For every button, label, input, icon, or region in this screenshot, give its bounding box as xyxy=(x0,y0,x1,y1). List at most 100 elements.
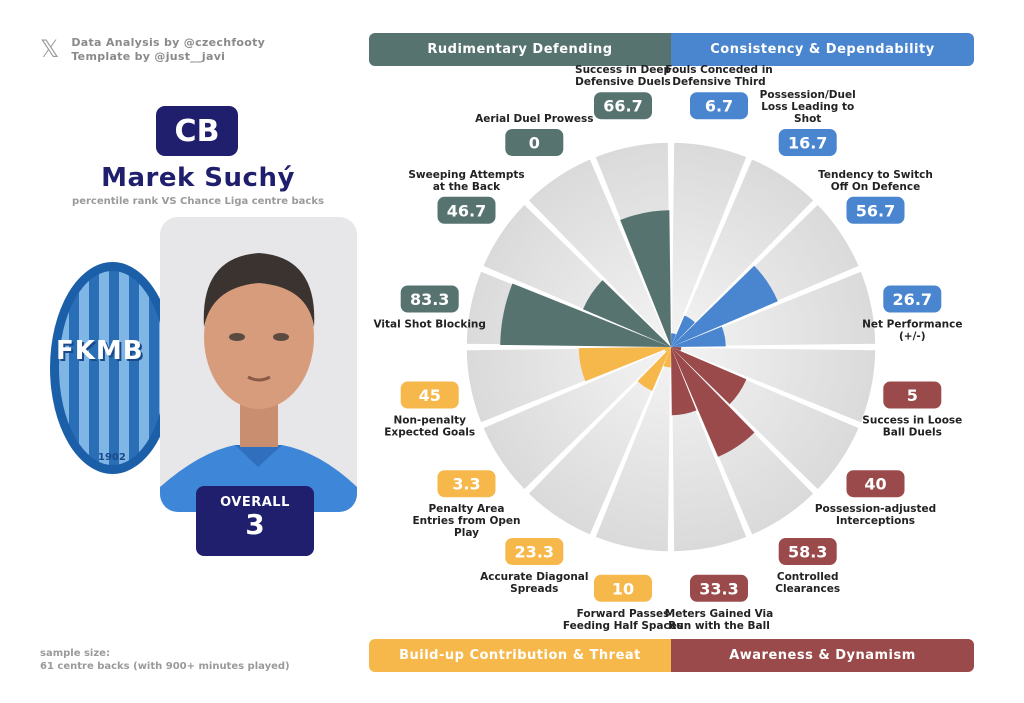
radar-bar xyxy=(500,283,671,347)
value-label: 3.3 xyxy=(452,475,480,494)
value-badge: 5 xyxy=(883,381,942,409)
credit-template: Template by @just__javi xyxy=(71,50,226,63)
value-badge-bg xyxy=(505,538,564,565)
value-label: 46.7 xyxy=(447,201,486,220)
radar-bar xyxy=(578,347,671,382)
metric-label-line: Entries from Open xyxy=(412,515,520,527)
radar-bar xyxy=(583,280,671,347)
value-badge: 40 xyxy=(846,470,905,498)
metric-label-line: Shot xyxy=(794,113,821,125)
value-badge-bg xyxy=(400,381,459,409)
metric-label-line: Expected Goals xyxy=(384,427,475,439)
radar-bar xyxy=(671,347,697,416)
metric-label-line: (+/-) xyxy=(899,331,926,343)
value-badge: 10 xyxy=(594,574,652,602)
radar-bg-segment xyxy=(526,346,672,537)
radar-bar xyxy=(671,347,755,457)
value-badge-bg xyxy=(883,381,942,409)
radar-bar xyxy=(671,265,778,347)
metric-label: Meters Gained Via Run with the Ball xyxy=(665,608,774,632)
club-logo-year: 1902 xyxy=(98,452,126,463)
metric-label-line: Tendency to Switch xyxy=(818,169,933,181)
sample-size-label: sample size: xyxy=(40,648,110,659)
metric-label: Success in Deep Defensive Duels xyxy=(575,64,671,88)
category-consistency-dependability: Consistency & Dependability xyxy=(671,33,974,66)
value-label: 40 xyxy=(864,475,886,494)
metric-label-line: Sweeping Attempts xyxy=(408,169,524,181)
metric-label-line: Defensive Third xyxy=(672,76,765,88)
value-badge: 58.3 xyxy=(778,538,837,565)
club-logo-text: FKMB xyxy=(56,336,144,366)
overall-label: OVERALL xyxy=(220,495,290,510)
credit-analysis: Data Analysis by @czechfooty xyxy=(71,36,266,49)
value-badge: 46.7 xyxy=(437,196,496,224)
value-label: 45 xyxy=(419,386,441,405)
metric-label-line: Clearances xyxy=(775,583,840,595)
metric-label-line: Feeding Half Spaces xyxy=(563,620,683,632)
category-awareness-dynamism: Awareness & Dynamism xyxy=(671,639,974,672)
value-label: 56.7 xyxy=(856,201,895,220)
value-label: 26.7 xyxy=(893,290,932,309)
x-logo-icon: 𝕏 xyxy=(40,35,60,63)
value-badge-bg xyxy=(778,129,837,156)
metric-label: Vital Shot Blocking xyxy=(373,319,485,331)
radar-bg-segment xyxy=(481,346,672,492)
metric-label-line: Possession/Duel xyxy=(760,89,856,101)
metric-label-line: Meters Gained Via xyxy=(665,608,774,620)
metric-label: Net Performance (+/-) xyxy=(862,319,962,343)
sample-size-detail: 61 centre backs (with 900+ minutes playe… xyxy=(40,661,290,672)
metric-label: Controlled Clearances xyxy=(775,571,840,595)
radar-bar xyxy=(671,347,747,405)
sample-size: sample size: 61 centre backs (with 900+ … xyxy=(40,647,290,673)
value-label: 6.7 xyxy=(705,97,733,116)
metric-label: Possession/Duel Loss Leading to Shot xyxy=(760,89,856,125)
radar-bar xyxy=(620,210,671,347)
value-label: 33.3 xyxy=(699,579,738,598)
radar-bg-segment xyxy=(670,346,877,425)
value-badge: 23.3 xyxy=(505,538,564,565)
value-badge: 26.7 xyxy=(883,285,942,313)
credits: 𝕏 Data Analysis by @czechfooty Template … xyxy=(40,36,265,64)
value-badge-bg xyxy=(846,470,905,498)
value-badge: 45 xyxy=(400,381,459,409)
radar-bar xyxy=(663,347,671,368)
radar-bg-segment xyxy=(593,346,672,553)
metric-label: Possession-adjusted Interceptions xyxy=(815,503,936,527)
metric-label-line: Defensive Duels xyxy=(575,76,671,88)
value-badge: 83.3 xyxy=(400,285,459,313)
value-badge-bg xyxy=(594,92,652,120)
value-badge-bg xyxy=(505,129,564,156)
overall-value: 3 xyxy=(245,508,265,541)
value-badge-bg xyxy=(690,92,748,120)
value-badge: 16.7 xyxy=(778,129,837,156)
metric-label: Accurate Diagonal Spreads xyxy=(480,571,588,595)
metric-label: Forward Passes Feeding Half Spaces xyxy=(563,608,683,632)
value-badge-bg xyxy=(594,574,652,602)
value-label: 5 xyxy=(907,386,918,405)
position-badge: CB xyxy=(156,106,238,156)
club-logo-stripes xyxy=(59,271,166,465)
metric-label-line: Controlled xyxy=(777,571,839,583)
value-badge: 66.7 xyxy=(594,92,652,120)
value-label: 58.3 xyxy=(788,543,827,562)
category-rudimentary-defending: Rudimentary Defending xyxy=(369,33,671,66)
metric-label-line: Penalty Area xyxy=(428,503,504,515)
radar-bar xyxy=(671,326,726,347)
metric-label-line: Play xyxy=(454,527,479,539)
metric-label-line: Non-penalty xyxy=(393,415,466,427)
metric-label: Success in Loose Ball Duels xyxy=(862,415,962,439)
metric-label-line: Net Performance xyxy=(862,319,962,331)
player-photo xyxy=(160,217,357,512)
value-label: 23.3 xyxy=(515,543,554,562)
radar-bar xyxy=(637,347,671,391)
metric-label: Penalty Area Entries from Open Play xyxy=(412,503,520,539)
metric-label: Sweeping Attempts at the Back xyxy=(408,169,524,193)
value-badge-bg xyxy=(778,538,837,565)
metric-label-line: Off On Defence xyxy=(831,181,921,193)
value-badge-bg xyxy=(437,470,496,498)
player-portrait-icon xyxy=(160,217,357,512)
value-badge-bg xyxy=(690,574,748,602)
metric-label-line: Vital Shot Blocking xyxy=(373,319,485,331)
value-badge: 3.3 xyxy=(437,470,496,498)
